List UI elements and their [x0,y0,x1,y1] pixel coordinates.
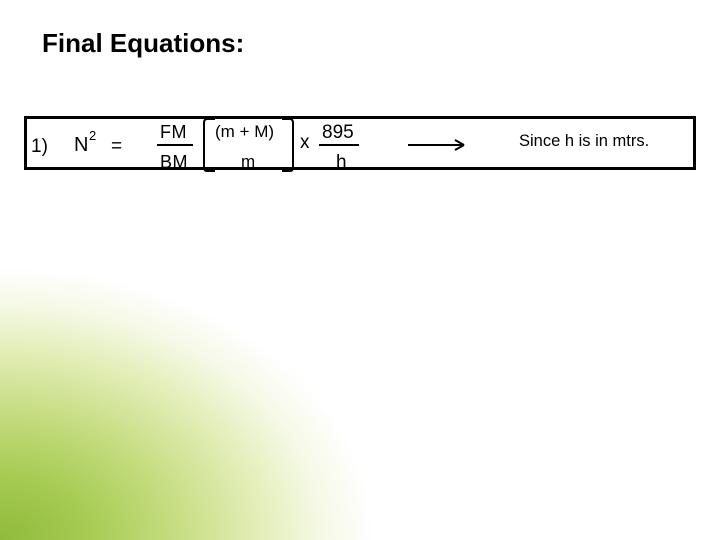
page-title: Final Equations: [42,28,244,59]
frac3-bar [319,144,359,146]
variable-n-exponent: 2 [89,128,96,143]
frac2-denominator: m [241,152,255,172]
frac1-bar [157,144,193,146]
variable-n: N [74,134,88,157]
equation-index: 1) [31,136,48,158]
frac3-denominator: h [336,152,347,174]
frac1-numerator: FM [160,122,187,143]
times-symbol: x [300,132,310,154]
frac3-numerator: 895 [322,122,354,144]
equals-sign: = [111,136,122,158]
frac1-denominator: BM [160,152,188,173]
equation-note: Since h is in mtrs. [519,132,649,151]
bracket-right-icon [280,118,294,172]
arrow-right-icon [408,138,474,152]
frac2-numerator: (m + M) [215,122,274,142]
